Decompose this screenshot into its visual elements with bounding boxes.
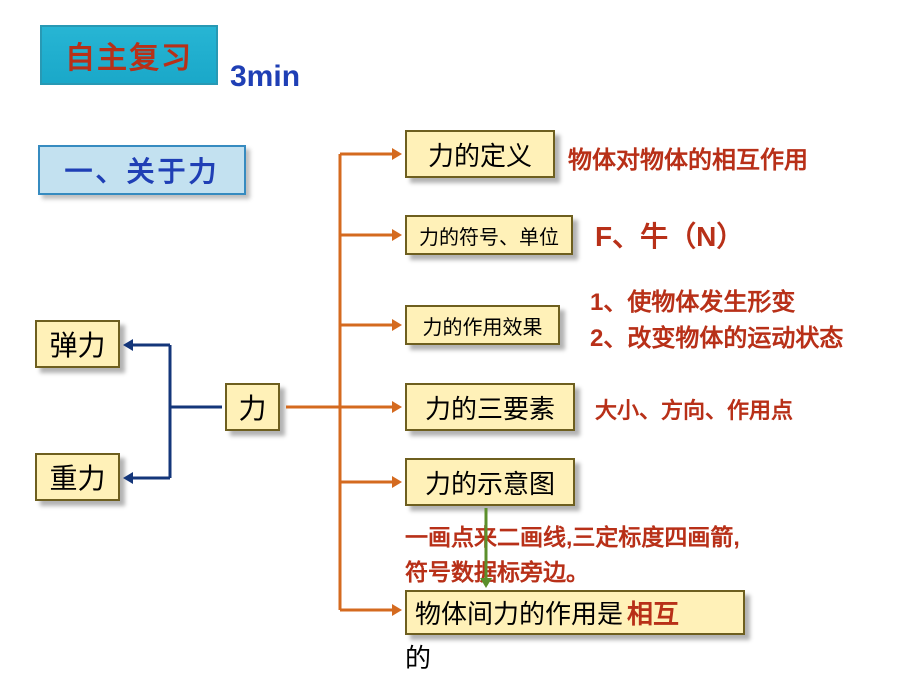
box-force: 力 — [225, 383, 280, 431]
ann-three: 大小、方向、作用点 — [595, 393, 793, 425]
mutual-suffix: 的 — [405, 638, 431, 675]
time-label: 3min — [230, 60, 300, 94]
box-definition: 力的定义 — [405, 130, 555, 178]
ann-definition: 物体对物体的相互作用 — [568, 140, 808, 175]
box-elastic: 弹力 — [35, 320, 120, 368]
ann-diagram: 一画点来二画线,三定标度四画箭,符号数据标旁边。 — [405, 520, 740, 589]
section-text: 一、关于力 — [64, 150, 219, 190]
section-box: 一、关于力 — [38, 145, 246, 195]
box-effect: 力的作用效果 — [405, 305, 560, 345]
box-gravity: 重力 — [35, 453, 120, 501]
box-symbol: 力的符号、单位 — [405, 215, 573, 255]
box-three-elements: 力的三要素 — [405, 383, 575, 431]
ann-symbol: F、牛（N） — [595, 215, 744, 255]
ann-effect: 1、使物体发生形变2、改变物体的运动状态 — [590, 285, 843, 357]
title-text: 自主复习 — [65, 33, 193, 77]
box-diagram: 力的示意图 — [405, 458, 575, 506]
mutual-annotation: 相互 — [627, 594, 679, 631]
title-box: 自主复习 — [40, 25, 218, 85]
box-mutual: 物体间力的作用是 相互 — [405, 590, 745, 635]
mutual-label: 物体间力的作用是 — [415, 594, 623, 631]
slide: { "title": "自主复习", "time": "3min", "sect… — [0, 0, 920, 690]
